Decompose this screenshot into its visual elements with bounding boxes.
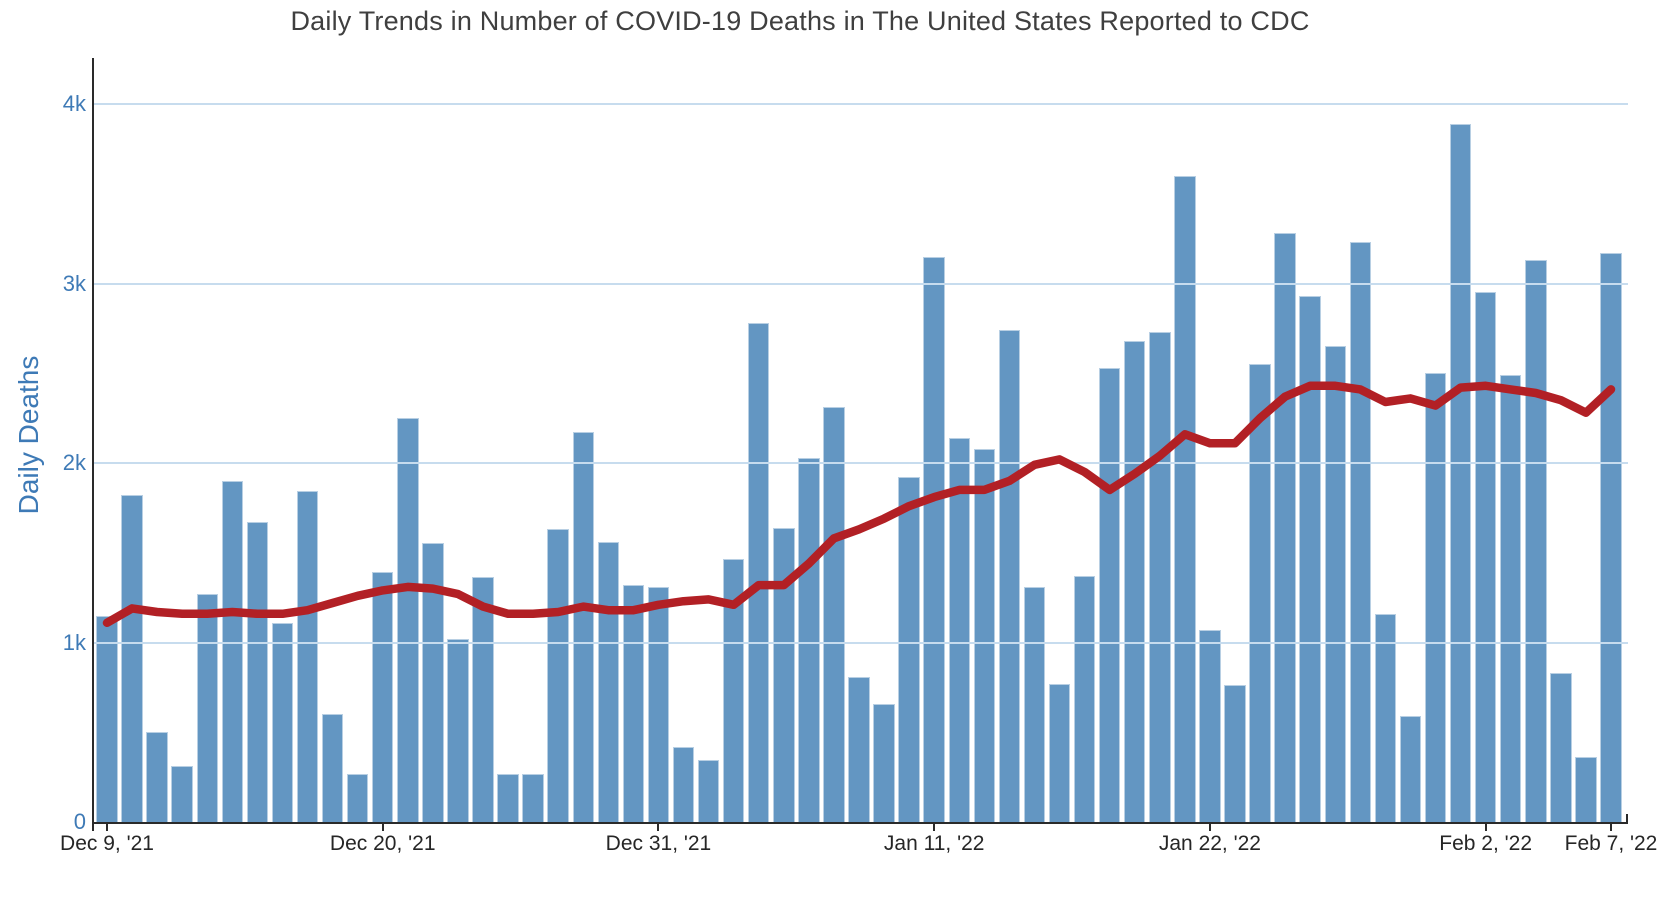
bar[interactable]: [371, 572, 394, 822]
bar[interactable]: [321, 714, 344, 822]
bar[interactable]: [647, 586, 670, 822]
bar[interactable]: [1499, 375, 1522, 822]
bar[interactable]: [898, 477, 920, 822]
trend-line[interactable]: [102, 381, 1616, 628]
bar[interactable]: [447, 638, 469, 822]
x-tick-mark: [381, 824, 384, 831]
bar[interactable]: [271, 622, 294, 822]
bar[interactable]: [346, 773, 369, 822]
bar[interactable]: [296, 490, 319, 822]
bar[interactable]: [1249, 364, 1271, 822]
gridline: [94, 103, 1628, 105]
y-tick-label: 4k: [62, 91, 86, 116]
bar[interactable]: [1550, 673, 1572, 822]
bar[interactable]: [171, 766, 193, 822]
x-tick-mark: [1208, 824, 1211, 831]
x-tick-mark: [106, 824, 108, 831]
y-axis-spine: [92, 58, 94, 824]
bar[interactable]: [1575, 757, 1597, 822]
bar[interactable]: [472, 576, 494, 822]
bar[interactable]: [1123, 340, 1146, 822]
x-axis-spine: [92, 822, 1628, 824]
y-tick-label: 3k: [62, 270, 86, 296]
axis-end-cap: [1626, 814, 1628, 822]
bar[interactable]: [1374, 613, 1397, 822]
bar[interactable]: [1474, 292, 1497, 822]
bar[interactable]: [697, 760, 720, 822]
bar[interactable]: [1449, 123, 1472, 822]
bar[interactable]: [422, 542, 444, 822]
bar[interactable]: [1023, 586, 1046, 822]
bar[interactable]: [547, 529, 569, 822]
x-tick-label: Dec 20, '21: [329, 832, 436, 855]
bar[interactable]: [146, 732, 168, 822]
bar[interactable]: [1299, 296, 1321, 822]
bar[interactable]: [221, 480, 244, 822]
bar[interactable]: [622, 585, 645, 822]
bar[interactable]: [1224, 684, 1246, 822]
bar[interactable]: [773, 527, 795, 822]
bar[interactable]: [397, 418, 419, 822]
x-tick-mark: [933, 824, 936, 831]
bar[interactable]: [1399, 716, 1422, 822]
x-tick-mark: [1484, 824, 1487, 831]
gridline: [94, 282, 1628, 285]
y-tick-label: 2k: [62, 450, 86, 475]
x-tick-mark: [1610, 824, 1612, 831]
bar[interactable]: [923, 256, 945, 822]
bar[interactable]: [848, 676, 870, 822]
bar[interactable]: [572, 432, 595, 822]
bar[interactable]: [522, 774, 544, 822]
gridline: [94, 641, 1628, 644]
x-tick-label: Feb 7, '22: [1564, 832, 1658, 855]
x-tick-label: Feb 2, '22: [1439, 832, 1533, 855]
bar[interactable]: [973, 448, 996, 822]
x-tick-label: Dec 31, '21: [605, 832, 712, 855]
bar[interactable]: [246, 522, 269, 822]
bar[interactable]: [1424, 373, 1447, 822]
x-tick-label: Dec 9, '21: [60, 832, 154, 855]
x-tick-label: Jan 22, '22: [1158, 832, 1261, 855]
bar[interactable]: [1174, 175, 1196, 822]
bar[interactable]: [722, 559, 745, 822]
bar[interactable]: [121, 495, 143, 822]
bar[interactable]: [196, 594, 219, 822]
x-tick-label: Jan 11, '22: [883, 832, 985, 855]
bar[interactable]: [672, 746, 695, 822]
x-tick-mark: [657, 824, 660, 831]
bar[interactable]: [1324, 346, 1347, 822]
bar[interactable]: [873, 703, 895, 822]
bar[interactable]: [948, 437, 971, 822]
bar[interactable]: [497, 773, 519, 822]
bar[interactable]: [1525, 260, 1547, 822]
bar[interactable]: [823, 407, 845, 822]
bar[interactable]: [798, 457, 820, 822]
y-tick-label: 1k: [62, 629, 86, 655]
bar[interactable]: [1073, 576, 1096, 822]
x-origin-tick: [92, 824, 94, 831]
bar[interactable]: [998, 330, 1021, 822]
gridline: [94, 462, 1628, 464]
y-tick-label: 0: [73, 809, 86, 834]
chart-title: Daily Trends in Number of COVID-19 Death…: [290, 6, 1310, 36]
bar[interactable]: [1199, 629, 1221, 822]
bar[interactable]: [1048, 683, 1071, 822]
bar[interactable]: [96, 615, 118, 822]
bar[interactable]: [747, 322, 770, 822]
bar[interactable]: [1274, 233, 1296, 822]
